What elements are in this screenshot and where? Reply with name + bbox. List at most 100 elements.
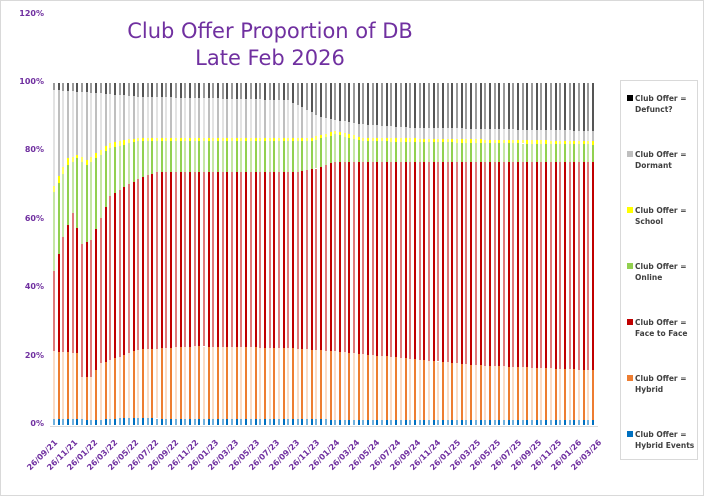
bar-segment <box>470 419 473 425</box>
bar-segment <box>123 140 126 145</box>
bar-segment <box>170 137 173 142</box>
bar-segment <box>498 83 501 130</box>
bar-segment <box>507 161 510 367</box>
bar-segment <box>423 127 426 139</box>
bar-segment <box>427 138 430 143</box>
bar-segment <box>399 83 402 128</box>
bar-segment <box>535 143 538 162</box>
bar-segment <box>442 142 445 162</box>
legend-label: Club Offer = Online <box>635 262 687 282</box>
bar-segment <box>146 137 149 142</box>
bar-segment <box>573 419 576 425</box>
data-bar <box>442 14 445 426</box>
bar-segment <box>517 83 519 130</box>
bar-segment <box>456 139 459 143</box>
bar-segment <box>217 83 220 99</box>
bar-segment <box>315 136 318 140</box>
bar-segment <box>53 418 55 425</box>
bar-segment <box>573 140 576 145</box>
bar-segment <box>385 126 388 139</box>
bar-segment <box>502 366 505 420</box>
bar-segment <box>573 144 576 162</box>
legend: Club Offer = Defunct? Club Offer = Dormant C… <box>620 80 698 460</box>
bar-segment <box>479 142 482 162</box>
bar-segment <box>320 117 323 135</box>
bar-segment <box>357 136 360 140</box>
bar-segment <box>231 171 234 347</box>
bar-segment <box>329 132 332 136</box>
bar-segment <box>310 137 313 142</box>
data-bar <box>381 14 384 426</box>
bar-segment <box>549 368 552 420</box>
data-bar <box>540 14 543 426</box>
bar-segment <box>413 161 416 360</box>
bar-segment <box>479 365 482 420</box>
bar-segment <box>231 137 234 142</box>
bar-segment <box>498 143 501 162</box>
bar-segment <box>479 128 482 140</box>
bar-segment <box>71 352 74 420</box>
bar-segment <box>226 419 229 425</box>
bar-segment <box>146 96 149 138</box>
bar-segment <box>423 419 426 425</box>
bar-segment <box>90 377 93 420</box>
bar-segment <box>287 83 290 101</box>
data-bar <box>371 14 374 426</box>
data-bar <box>418 14 421 426</box>
bar-segment <box>184 346 187 419</box>
bar-segment <box>53 185 55 193</box>
bar-segment <box>521 83 524 130</box>
bar-segment <box>207 418 210 425</box>
bar-segment <box>71 419 74 425</box>
bar-segment <box>188 346 191 419</box>
plot-area <box>50 14 596 426</box>
bar-segment <box>123 187 126 355</box>
bar-segment <box>367 83 370 125</box>
bar-segment <box>390 161 393 357</box>
data-bar <box>296 14 299 426</box>
bar-segment <box>104 151 107 207</box>
bar-segment <box>151 83 154 97</box>
data-bar <box>85 14 88 426</box>
bar-segment <box>367 419 370 425</box>
bar-segment <box>577 83 580 131</box>
bar-segment <box>549 161 552 369</box>
bar-segment <box>104 83 107 94</box>
bar-segment <box>334 130 337 135</box>
bar-segment <box>287 100 290 138</box>
bar-segment <box>179 83 182 98</box>
bar-segment <box>442 138 445 143</box>
bar-segment <box>563 83 566 131</box>
bar-segment <box>142 349 145 419</box>
data-bar <box>390 14 393 426</box>
bar-segment <box>437 161 440 362</box>
bar-segment <box>582 130 585 141</box>
bar-segment <box>404 83 407 128</box>
bar-segment <box>521 161 524 368</box>
data-bar <box>376 14 379 426</box>
bar-segment <box>460 161 463 364</box>
bar-segment <box>268 171 271 348</box>
bar-segment <box>99 154 102 219</box>
bar-segment <box>324 83 327 119</box>
bar-segment <box>409 127 412 139</box>
data-bar <box>427 14 430 426</box>
bar-segment <box>62 90 65 168</box>
bar-segment <box>456 419 459 425</box>
data-bar <box>554 14 557 426</box>
bar-segment <box>188 97 191 138</box>
bar-segment <box>592 83 594 131</box>
bar-segment <box>193 83 196 98</box>
bar-segment <box>95 153 98 159</box>
data-bar <box>334 14 337 426</box>
bar-segment <box>535 129 538 141</box>
bar-segment <box>198 137 201 142</box>
bar-segment <box>179 171 182 348</box>
bar-segment <box>329 351 332 420</box>
bar-segment <box>193 141 196 172</box>
data-bar <box>484 14 487 426</box>
bar-segment <box>296 83 299 105</box>
bar-segment <box>390 141 393 162</box>
bar-segment <box>446 419 449 425</box>
bar-segment <box>573 130 576 141</box>
